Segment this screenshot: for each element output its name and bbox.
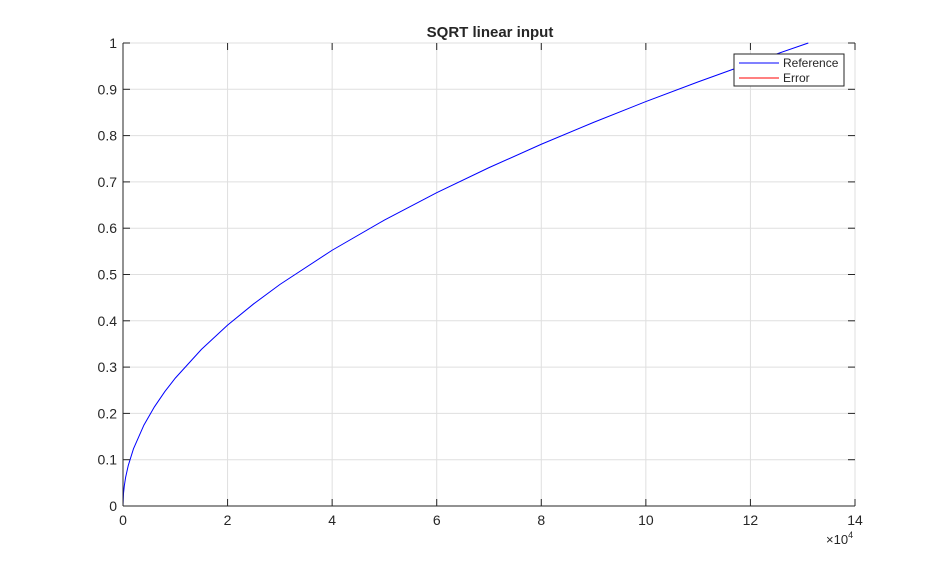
y-tick-label: 1 — [109, 35, 117, 51]
y-tick-label: 0.8 — [98, 128, 118, 144]
legend-label-error: Error — [783, 71, 810, 85]
x-tick-label: 0 — [119, 512, 127, 528]
y-tick-label: 0.5 — [98, 267, 118, 283]
x-multiplier-exponent: 4 — [848, 530, 853, 540]
x-tick-label: 2 — [224, 512, 232, 528]
y-tick-label: 0 — [109, 498, 117, 514]
y-tick-label: 0.3 — [98, 359, 118, 375]
x-tick-label: 8 — [537, 512, 545, 528]
legend-label-reference: Reference — [783, 56, 839, 70]
y-tick-label: 0.4 — [98, 313, 118, 329]
legend-box — [733, 53, 845, 87]
x-multiplier: ×104 — [826, 530, 853, 547]
x-tick-label: 6 — [433, 512, 441, 528]
y-tick-label: 0.1 — [98, 452, 118, 468]
chart-title: SQRT linear input — [427, 24, 554, 41]
series-line-reference — [122, 42, 809, 507]
x-tick-label: 10 — [638, 512, 654, 528]
x-multiplier-base: ×10 — [826, 532, 848, 547]
x-tick-label: 12 — [743, 512, 759, 528]
axes: 0 2 4 6 8 10 12 14 0 0.1 0.2 0.3 0.4 0.5 0.6 0.7 0.8 0.9 1 — [98, 35, 863, 528]
x-tick-label: 14 — [847, 512, 863, 528]
y-tick-label: 0.9 — [98, 81, 118, 97]
legend[interactable]: Reference Error — [733, 53, 845, 87]
y-tick-label: 0.2 — [98, 405, 118, 421]
y-tick-label: 0.7 — [98, 174, 118, 190]
x-tick-label: 4 — [328, 512, 336, 528]
y-tick-label: 0.6 — [98, 220, 118, 236]
